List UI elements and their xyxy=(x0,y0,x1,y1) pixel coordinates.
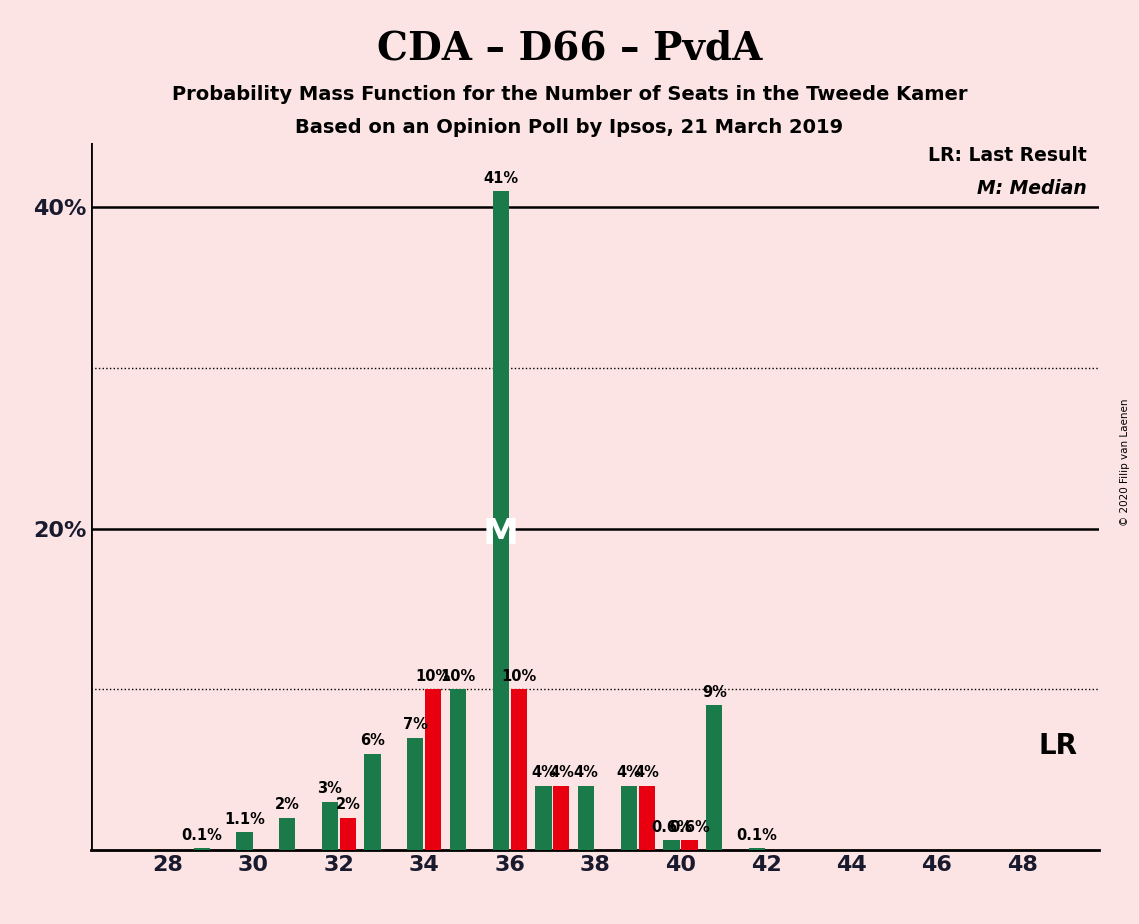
Text: 4%: 4% xyxy=(634,765,659,780)
Bar xyxy=(492,191,509,850)
Bar xyxy=(535,785,551,850)
Text: 10%: 10% xyxy=(501,669,536,684)
Text: 0.1%: 0.1% xyxy=(181,828,222,843)
Text: CDA – D66 – PvdA: CDA – D66 – PvdA xyxy=(377,30,762,67)
Bar xyxy=(364,754,380,850)
Text: 4%: 4% xyxy=(616,765,641,780)
Text: 9%: 9% xyxy=(702,685,727,699)
Bar xyxy=(194,848,210,850)
Text: 10%: 10% xyxy=(441,669,476,684)
Bar xyxy=(748,848,765,850)
Bar xyxy=(321,802,338,850)
Text: LR: Last Result: LR: Last Result xyxy=(927,146,1087,165)
Bar xyxy=(237,833,253,850)
Text: 6%: 6% xyxy=(360,733,385,748)
Text: LR: LR xyxy=(1039,732,1077,760)
Bar xyxy=(510,689,526,850)
Text: M: Median: M: Median xyxy=(976,178,1087,198)
Text: 7%: 7% xyxy=(403,717,428,732)
Text: M: M xyxy=(483,517,518,551)
Bar xyxy=(425,689,441,850)
Bar xyxy=(681,841,697,850)
Bar xyxy=(450,689,466,850)
Bar xyxy=(663,841,680,850)
Bar xyxy=(554,785,570,850)
Bar xyxy=(339,818,355,850)
Text: 10%: 10% xyxy=(416,669,451,684)
Text: Probability Mass Function for the Number of Seats in the Tweede Kamer: Probability Mass Function for the Number… xyxy=(172,85,967,104)
Text: 41%: 41% xyxy=(483,171,518,186)
Bar xyxy=(621,785,637,850)
Text: 2%: 2% xyxy=(274,797,300,812)
Bar xyxy=(706,706,722,850)
Bar xyxy=(279,818,295,850)
Text: 0.1%: 0.1% xyxy=(737,828,778,843)
Text: 2%: 2% xyxy=(335,797,360,812)
Text: 0.6%: 0.6% xyxy=(669,820,710,834)
Bar xyxy=(407,737,424,850)
Text: Based on an Opinion Poll by Ipsos, 21 March 2019: Based on an Opinion Poll by Ipsos, 21 Ma… xyxy=(295,118,844,138)
Text: 3%: 3% xyxy=(318,782,343,796)
Bar xyxy=(577,785,595,850)
Text: 1.1%: 1.1% xyxy=(224,812,265,827)
Bar xyxy=(639,785,655,850)
Text: 4%: 4% xyxy=(549,765,574,780)
Text: © 2020 Filip van Laenen: © 2020 Filip van Laenen xyxy=(1121,398,1130,526)
Text: 4%: 4% xyxy=(531,765,556,780)
Text: 0.6%: 0.6% xyxy=(652,820,693,834)
Text: 4%: 4% xyxy=(574,765,599,780)
